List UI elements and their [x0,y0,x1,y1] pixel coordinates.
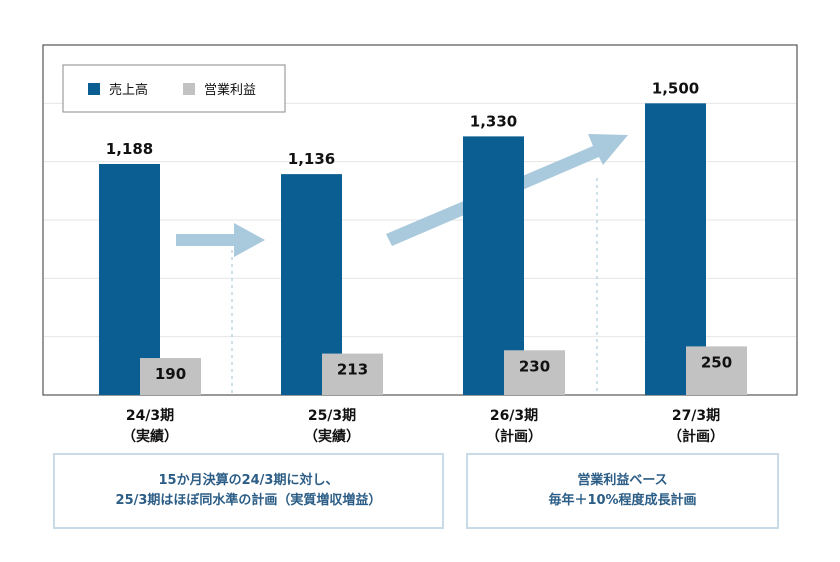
note-left-line1: 15か月決算の24/3期に対し、 [158,473,339,488]
legend-swatch-operating-profit [183,83,195,95]
legend-label-operating-profit: 営業利益 [204,82,256,98]
note-box-right: 営業利益ベース 毎年＋10%程度成長計画 [466,453,779,529]
value-label-operating-profit-1: 190 [155,365,186,383]
bar-operating-profit-3 [504,350,565,395]
bar-chart: 1,188 190 1,136 213 1,330 230 1,500 250 24/3期 （実… [42,44,798,445]
note-left-line2: 25/3期はほぼ同水準の計画（実質増収増益） [115,493,382,508]
note-right-line2: 毎年＋10%程度成長計画 [548,493,697,508]
x-tick-label-3: 26/3期 [490,408,538,424]
x-tick-sublabel-4: （計画） [668,428,724,445]
bar-operating-profit-1 [140,358,201,395]
value-label-sales-2: 1,136 [288,150,335,168]
x-tick-label-1: 24/3期 [126,408,174,424]
x-tick-sublabel-1: （実績） [122,428,178,445]
bars [99,103,747,395]
value-label-sales-3: 1,330 [470,112,517,130]
value-label-operating-profit-2: 213 [337,361,368,379]
legend-swatch-sales [88,83,100,95]
legend: 売上高 営業利益 [62,64,286,113]
x-tick-sublabel-3: （計画） [486,428,542,445]
x-tick-sublabel-2: （実績） [304,428,360,445]
x-axis-labels: 24/3期 （実績） 25/3期 （実績） 26/3期 （計画） 27/3期 （計画） [122,408,724,445]
value-label-operating-profit-4: 250 [701,353,732,371]
note-box-left: 15か月決算の24/3期に対し、 25/3期はほぼ同水準の計画（実質増収増益） [53,453,444,529]
value-label-operating-profit-3: 230 [519,357,550,375]
value-label-sales-1: 1,188 [106,140,153,158]
legend-label-sales: 売上高 [109,82,148,98]
note-right-line1: 営業利益ベース [577,473,668,488]
bar-operating-profit-2 [322,353,383,395]
value-label-sales-4: 1,500 [652,79,699,97]
period-separators [231,178,598,395]
value-labels: 1,188 190 1,136 213 1,330 230 1,500 250 [106,79,732,383]
x-tick-label-4: 27/3期 [672,408,720,424]
bar-sales-1 [99,164,160,395]
bar-operating-profit-4 [686,346,747,395]
x-tick-label-2: 25/3期 [308,408,356,424]
flat-trend-arrow [176,223,265,257]
